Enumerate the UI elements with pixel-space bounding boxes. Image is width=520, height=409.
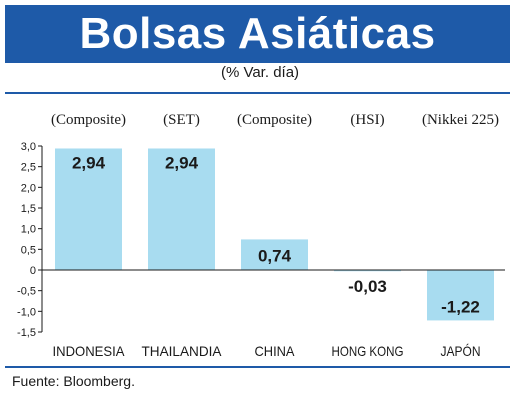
chart-subtitle: (% Var. día) bbox=[220, 64, 300, 81]
data-label: 2,94 bbox=[72, 153, 106, 172]
category-label: HONG KONG bbox=[332, 343, 404, 359]
data-label: -1,22 bbox=[441, 297, 480, 316]
y-tick-label: 2,5 bbox=[21, 162, 36, 174]
category-label: THAILANDIA bbox=[142, 343, 223, 359]
y-tick-label: 2,0 bbox=[21, 182, 36, 194]
index-name-label: (SET) bbox=[163, 112, 200, 128]
data-label: 0,74 bbox=[258, 246, 292, 265]
bar-thailandia bbox=[148, 148, 215, 270]
bar-hong-kong bbox=[334, 270, 401, 272]
y-tick-label: 0 bbox=[30, 265, 36, 277]
bar-china bbox=[241, 239, 308, 270]
chart-title: Bolsas Asiáticas bbox=[79, 9, 436, 58]
category-label: CHINA bbox=[255, 343, 296, 359]
y-tick-label: 1,0 bbox=[21, 224, 36, 236]
y-tick-label: 1,5 bbox=[21, 203, 36, 215]
index-name-label: (HSI) bbox=[350, 112, 384, 128]
y-tick-label: -0,5 bbox=[17, 286, 36, 298]
data-label: 2,94 bbox=[165, 153, 199, 172]
category-label: INDONESIA bbox=[53, 343, 126, 359]
index-name-label: (Nikkei 225) bbox=[422, 112, 499, 128]
bottom-divider bbox=[5, 366, 510, 368]
source-note: Fuente: Bloomberg. bbox=[12, 373, 135, 389]
index-name-label: (Composite) bbox=[51, 112, 126, 128]
index-name-label: (Composite) bbox=[237, 112, 312, 128]
bar-indonesia bbox=[55, 148, 122, 270]
y-tick-label: -1,0 bbox=[17, 306, 36, 318]
bar-japón bbox=[427, 270, 494, 321]
y-tick-label: 3,0 bbox=[21, 141, 36, 153]
y-tick-label: -1,5 bbox=[17, 327, 36, 339]
category-label: JAPÓN bbox=[441, 343, 481, 359]
top-divider bbox=[5, 92, 510, 94]
data-label: -0,03 bbox=[348, 277, 387, 296]
y-tick-label: 0,5 bbox=[21, 244, 36, 256]
title-banner: Bolsas Asiáticas bbox=[5, 5, 510, 63]
